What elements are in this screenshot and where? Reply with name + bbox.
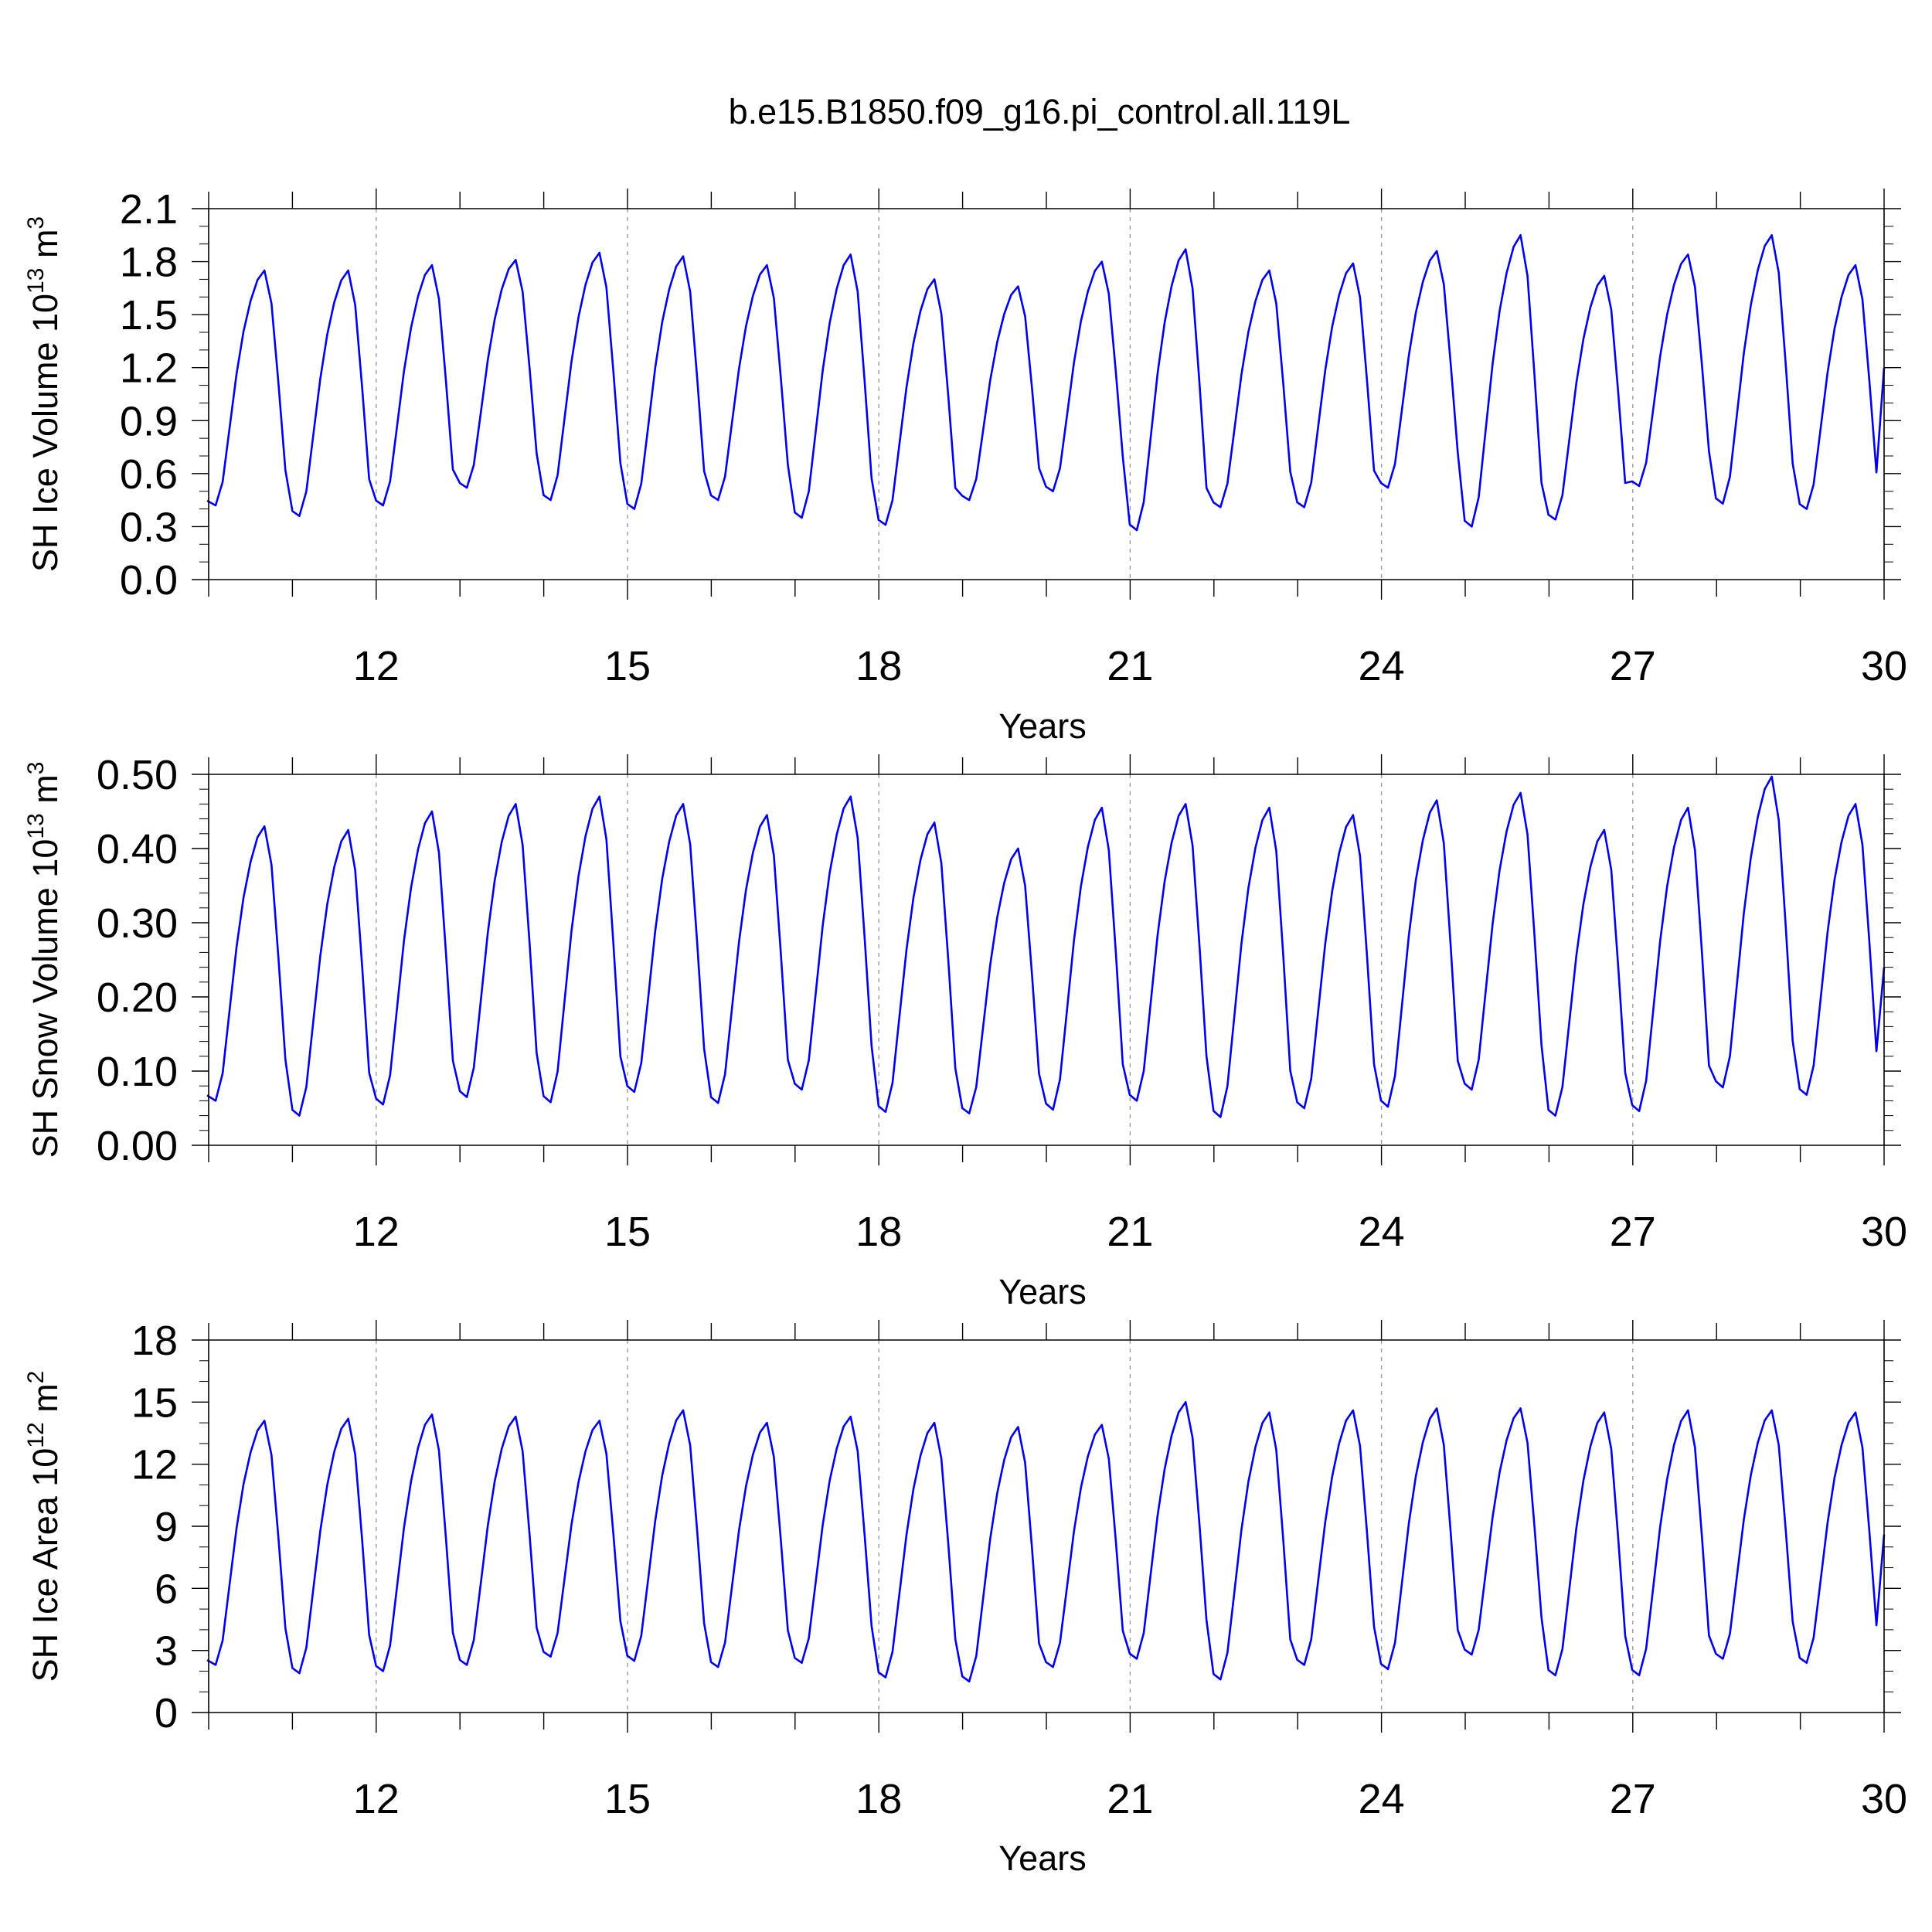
y-tick-label: 0.10	[97, 1049, 178, 1095]
x-tick-label: 12	[353, 643, 400, 689]
x-tick-label: 18	[855, 1209, 902, 1255]
x-tick-label: 12	[353, 1776, 400, 1822]
x-tick-label: 21	[1107, 643, 1153, 689]
x-tick-label: 30	[1861, 1776, 1907, 1822]
y-tick-label: 0.40	[97, 826, 178, 872]
y-axis-label-part: SH Snow Volume 10	[26, 839, 65, 1158]
y-axis-label-part: m	[26, 774, 65, 813]
y-tick-label: 0.0	[120, 557, 178, 604]
y-tick-label: 0.50	[97, 752, 178, 798]
y-axis-label-part: m	[26, 1383, 65, 1422]
x-axis-label: Years	[998, 1838, 1086, 1878]
x-axis-label: Years	[998, 1272, 1086, 1311]
y-axis-label-part: m	[26, 230, 65, 268]
y-tick-label: 2.1	[120, 186, 178, 233]
panel-ice-area: 0 3 6 9 12 15 18 12 15 18 21 24 27 30 Years SH Ice Area…	[23, 1318, 1907, 1878]
y-axis-label-superscript: 2	[23, 1371, 49, 1384]
y-tick-label: 1.8	[120, 240, 178, 286]
series-line	[206, 775, 1886, 1118]
y-tick-label: 15	[131, 1379, 178, 1426]
panel-snow-volume: 0.00 0.10 0.20 0.30 0.40 0.50 12 15 18 21 24 27 30 Ye…	[23, 752, 1907, 1311]
x-tick-label: 15	[604, 1209, 651, 1255]
x-tick-label: 24	[1359, 1209, 1405, 1255]
y-tick-label: 1.5	[120, 292, 178, 338]
x-axis-label: Years	[998, 706, 1086, 746]
x-tick-label: 24	[1359, 643, 1405, 689]
x-tick-label: 21	[1107, 1209, 1153, 1255]
x-tick-label: 30	[1861, 643, 1907, 689]
y-axis-label-superscript: 13	[23, 268, 49, 294]
y-tick-label: 18	[131, 1318, 178, 1364]
x-tick-label: 27	[1610, 1776, 1656, 1822]
x-tick-label: 15	[604, 643, 651, 689]
y-axis-label-superscript: 12	[23, 1422, 49, 1447]
x-tick-label: 27	[1610, 643, 1656, 689]
y-axis-label-superscript: 3	[23, 216, 49, 230]
y-tick-label: 0	[155, 1690, 178, 1736]
y-tick-label: 0.00	[97, 1123, 178, 1169]
x-tick-label: 30	[1861, 1209, 1907, 1255]
y-axis-label: SH Ice Volume 1013 m3	[23, 216, 65, 572]
x-tick-label: 27	[1610, 1209, 1656, 1255]
y-tick-label: 9	[155, 1504, 178, 1550]
y-axis-label: SH Ice Area 1012 m2	[23, 1371, 65, 1682]
x-tick-label: 18	[855, 1776, 902, 1822]
y-tick-label: 0.20	[97, 975, 178, 1021]
y-tick-label: 12	[131, 1442, 178, 1488]
x-tick-label: 24	[1359, 1776, 1405, 1822]
x-tick-label: 18	[855, 643, 902, 689]
y-tick-label: 0.3	[120, 504, 178, 550]
x-tick-label: 21	[1107, 1776, 1153, 1822]
y-tick-label: 0.30	[97, 900, 178, 947]
y-axis-label-part: SH Ice Area 10	[26, 1448, 65, 1682]
y-tick-label: 0.9	[120, 398, 178, 444]
y-tick-label: 0.6	[120, 451, 178, 498]
y-axis-label-superscript: 13	[23, 813, 49, 838]
series-line	[206, 1401, 1886, 1683]
chart-title: b.e15.B1850.f09_g16.pi_control.all.119L	[729, 92, 1351, 131]
y-axis-label-superscript: 3	[23, 762, 49, 775]
y-tick-label: 1.2	[120, 345, 178, 392]
x-tick-label: 12	[353, 1209, 400, 1255]
y-axis-label-part: SH Ice Volume 10	[26, 294, 65, 572]
series-line	[206, 234, 1886, 532]
panel-ice-volume: 0.0 0.3 0.6 0.9 1.2 1.5 1.8 2.1 12 15 18 21 24 27 30 Ye…	[23, 186, 1907, 746]
x-tick-label: 15	[604, 1776, 651, 1822]
y-axis-label: SH Snow Volume 1013 m3	[23, 762, 65, 1158]
y-tick-label: 6	[155, 1566, 178, 1612]
y-tick-label: 3	[155, 1628, 178, 1675]
